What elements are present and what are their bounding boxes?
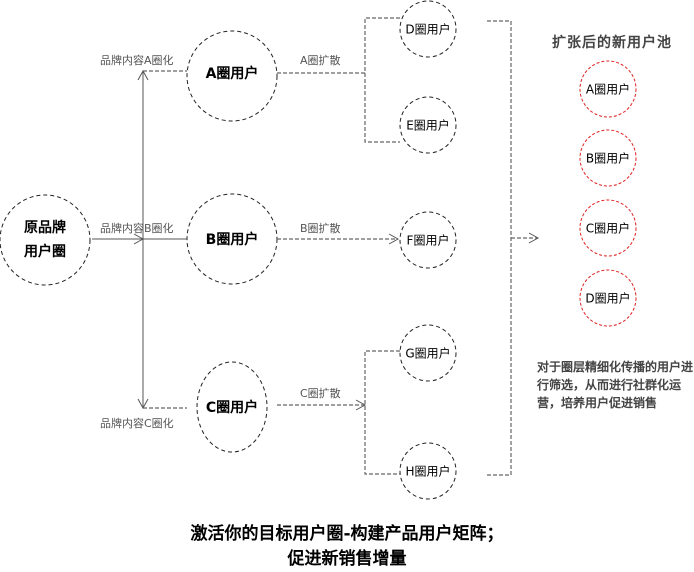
pool-circle-d-label: D圈用户 xyxy=(585,291,631,306)
branch-label-a: 品牌内容A圈化 xyxy=(100,54,174,67)
spread-label-b: B圈扩散 xyxy=(300,222,341,235)
circle-a-label: A圈用户 xyxy=(205,66,259,82)
circle-d xyxy=(399,0,457,58)
pool-circle-d xyxy=(579,269,637,327)
circle-h xyxy=(399,442,457,500)
spread-label-a: A圈扩散 xyxy=(300,54,341,67)
pool-circle-b xyxy=(579,129,637,187)
circle-b-label: B圈用户 xyxy=(205,232,259,248)
spread-label-c: C圈扩散 xyxy=(300,387,341,400)
branch-label-b: 品牌内容B圈化 xyxy=(100,222,174,235)
circle-g-label: G圈用户 xyxy=(405,346,451,361)
circle-h-label: H圈用户 xyxy=(405,464,451,479)
pool-description: 对于圈层精细化传播的用户进行筛选，从而进行社群化运营，培养用户促进销售 xyxy=(537,360,694,410)
pool-circle-b-label: B圈用户 xyxy=(585,151,631,166)
pool-circle-a-label: A圈用户 xyxy=(585,82,631,97)
pool-circle-c xyxy=(579,199,637,257)
circle-c xyxy=(196,361,268,453)
origin-label-line1: 原品牌 xyxy=(24,220,66,236)
circle-a xyxy=(186,30,278,122)
circle-f xyxy=(399,211,457,269)
origin-circle xyxy=(0,194,91,286)
circle-g xyxy=(399,324,457,382)
pool-title: 扩张后的新用户池 xyxy=(552,35,672,51)
origin-label-line2: 用户圈 xyxy=(24,244,66,260)
footer-line1: 激活你的目标用户圈-构建产品用户矩阵； xyxy=(190,524,504,544)
footer-line2: 促进新销售增量 xyxy=(287,549,407,569)
bracket-right xyxy=(487,20,512,476)
branch-label-c: 品牌内容C圈化 xyxy=(100,417,174,430)
circle-e xyxy=(399,96,457,154)
bracket-c xyxy=(364,350,400,475)
circle-c-label: C圈用户 xyxy=(205,400,259,416)
origin-label: 原品牌 用户圈 xyxy=(24,216,66,264)
pool-circle-a xyxy=(579,60,637,118)
bracket-a xyxy=(364,17,400,143)
circle-e-label: E圈用户 xyxy=(406,118,450,133)
pool-circle-c-label: C圈用户 xyxy=(585,221,631,236)
circle-d-label: D圈用户 xyxy=(405,22,451,37)
circle-f-label: F圈用户 xyxy=(406,233,450,248)
